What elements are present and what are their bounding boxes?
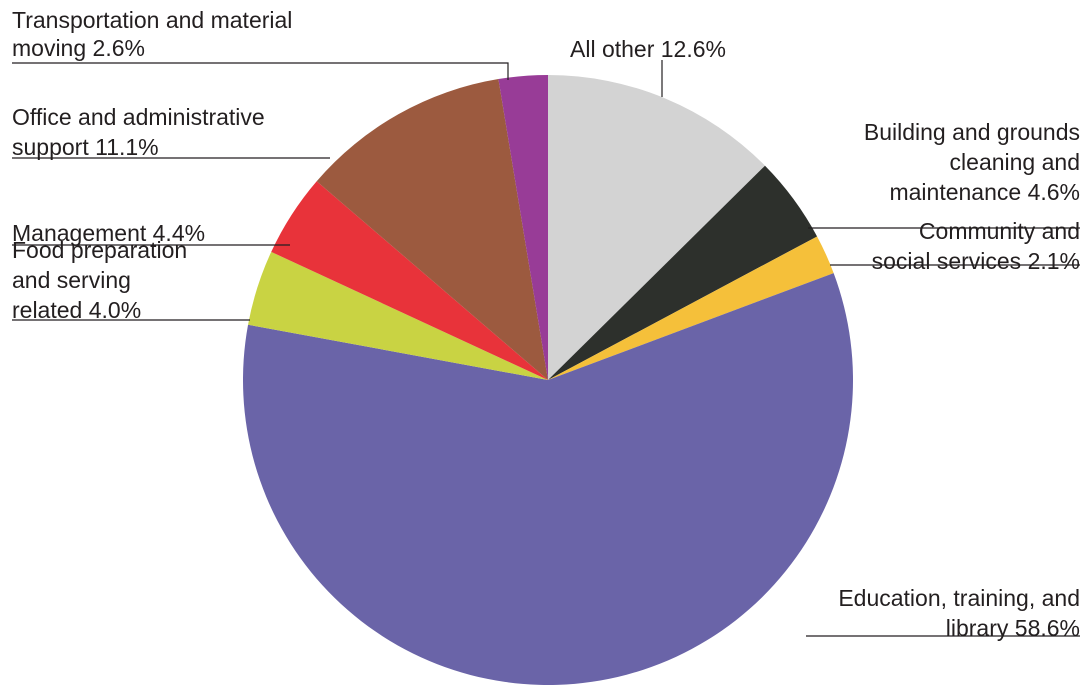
slice-label-office-and-administrative-support: Office and administrative support 11.1% — [12, 104, 265, 160]
leader-lines — [12, 60, 1080, 637]
slice-label-line: Management 4.4% — [12, 220, 205, 246]
slice-label-line: Transportation and material — [12, 7, 292, 33]
pie-slice-office-and-administrative-support — [316, 79, 548, 380]
pie-slice-all-other — [548, 75, 766, 380]
pie-slice-education-training-and-library — [243, 273, 854, 685]
slice-label-line: social services 2.1% — [872, 248, 1080, 274]
slice-label-community-and-social-services: Community and social services 2.1% — [872, 218, 1080, 274]
slice-label-line: Office and administrative — [12, 104, 265, 130]
slice-label-line: cleaning and — [950, 149, 1080, 175]
slice-label-management: Management 4.4% — [12, 220, 205, 246]
slice-label-line: related 4.0% — [12, 297, 141, 323]
slice-label-line: Education, training, and — [838, 585, 1080, 611]
slice-label-education-training-and-library: Education, training, and library 58.6% — [838, 585, 1080, 641]
pie-slice-transportation-and-material-moving — [498, 75, 548, 380]
slice-label-line: Building and grounds — [864, 119, 1080, 145]
slice-label-line: Community and — [919, 218, 1080, 244]
slice-label-line: maintenance 4.6% — [889, 179, 1080, 205]
slice-label-line: moving 2.6% — [12, 35, 145, 61]
slice-labels: All other 12.6% Building and grounds clean… — [12, 7, 1080, 641]
slice-label-line: All other 12.6% — [570, 36, 726, 62]
leader-line-transportation-and-material-moving — [12, 62, 509, 80]
slice-label-line: library 58.6% — [946, 615, 1080, 641]
slice-label-line: Food preparation — [12, 237, 187, 263]
slice-label-building-and-grounds-cleaning-and-maintenance: Building and grounds cleaning and maintena… — [864, 119, 1080, 205]
slice-label-transportation-and-material-moving: Transportation and material moving 2.6% — [12, 7, 292, 61]
slice-label-food-preparation-and-serving-related: Food preparation and serving related 4.0% — [12, 237, 187, 323]
pie-slice-food-preparation-and-serving-related — [248, 251, 549, 380]
slice-label-line: and serving — [12, 267, 131, 293]
pie-slice-building-and-grounds-cleaning-and-maintenance — [548, 165, 818, 380]
pie-slice-community-and-social-services — [548, 236, 834, 380]
slice-label-line: support 11.1% — [12, 134, 159, 160]
pie-slice-management — [271, 181, 548, 380]
pie-slices — [243, 75, 854, 685]
slice-label-all-other: All other 12.6% — [570, 36, 726, 62]
